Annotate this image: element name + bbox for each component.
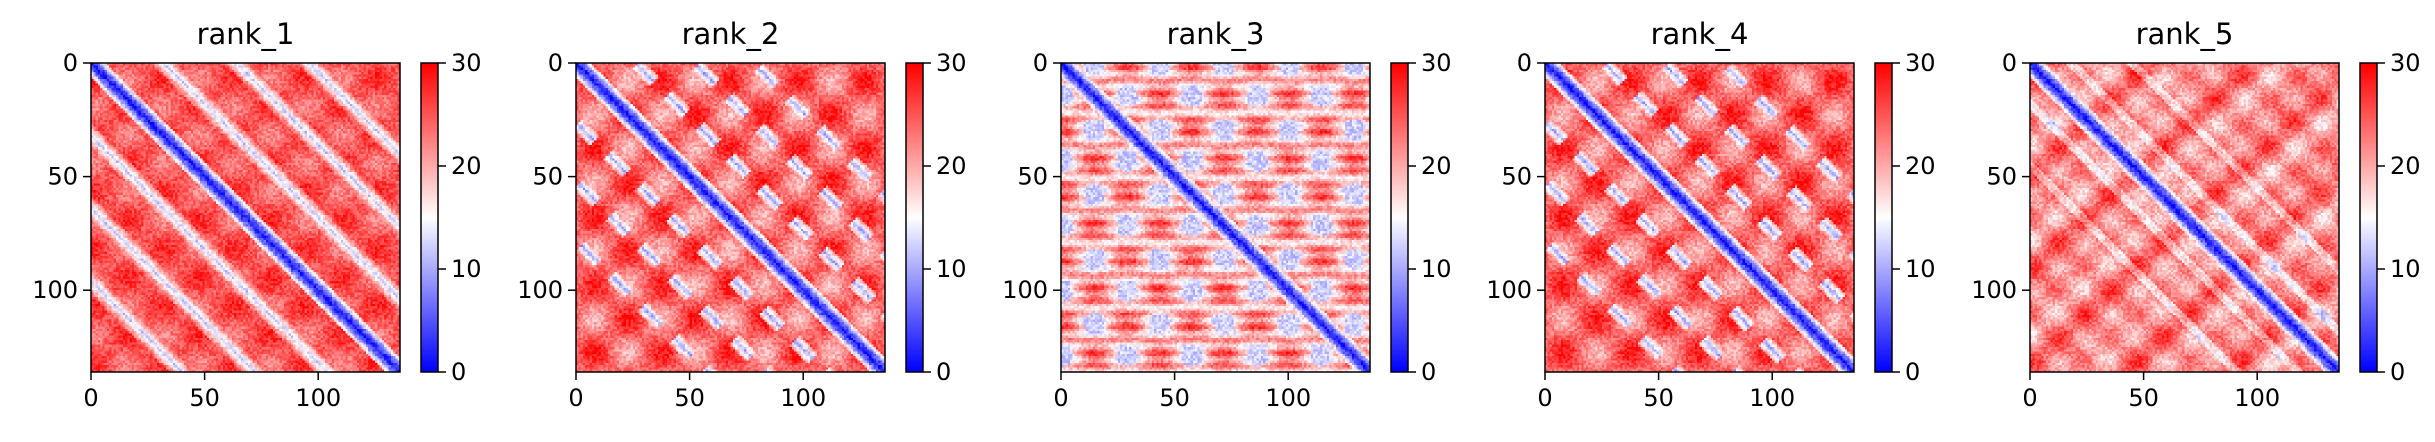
- colorbar-tick-label: 30: [1421, 49, 1452, 77]
- y-tick-label: 100: [1486, 276, 1532, 304]
- colorbar: [906, 63, 923, 372]
- x-tick-label: 100: [1265, 384, 1311, 412]
- plot-frame: [90, 62, 401, 373]
- colorbar-tick-label: 0: [2390, 358, 2405, 386]
- colorbar-tick-label: 20: [936, 152, 967, 180]
- x-tick-label: 0: [1053, 384, 1068, 412]
- colorbar: [1391, 63, 1408, 372]
- x-tick-label: 0: [1537, 384, 1552, 412]
- colorbar-frame: [420, 62, 439, 373]
- heatmap-cells: [576, 63, 885, 372]
- y-tick-label: 100: [1971, 276, 2017, 304]
- heatmap-panel-3: rank_3 0 50 100 0 50 100 0 10 20 30: [1002, 17, 1451, 412]
- colorbar-tick-label: 20: [451, 152, 482, 180]
- y-tick-label: 50: [1501, 163, 1532, 191]
- x-tick-label: 50: [674, 384, 705, 412]
- x-tick-label: 100: [780, 384, 826, 412]
- colorbar-tick-label: 10: [936, 255, 967, 283]
- y-tick-label: 50: [47, 163, 78, 191]
- y-tick-label: 50: [532, 163, 563, 191]
- x-tick-label: 100: [295, 384, 341, 412]
- colorbar-tick-label: 20: [2390, 152, 2421, 180]
- x-tick-label: 100: [2234, 384, 2280, 412]
- colorbar-frame: [1874, 62, 1893, 373]
- heatmap-cells: [91, 63, 400, 372]
- y-tick-label: 100: [32, 276, 78, 304]
- x-tick-label: 0: [2022, 384, 2037, 412]
- colorbar-tick-label: 10: [2390, 255, 2421, 283]
- colorbar-tick-label: 0: [1905, 358, 1920, 386]
- colorbar-tick-label: 10: [1905, 255, 1936, 283]
- colorbar-tick-label: 20: [1421, 152, 1452, 180]
- y-tick-label: 100: [1002, 276, 1048, 304]
- panel-title: rank_2: [682, 17, 780, 51]
- colorbar: [2360, 63, 2377, 372]
- heatmap-cells: [2030, 63, 2339, 372]
- plot-frame: [1544, 62, 1855, 373]
- colorbar-tick-label: 0: [936, 358, 951, 386]
- colorbar-frame: [905, 62, 924, 373]
- y-tick-label: 50: [1017, 163, 1048, 191]
- panel-title: rank_3: [1167, 17, 1265, 51]
- colorbar-tick-label: 30: [1905, 49, 1936, 77]
- colorbar-tick-label: 30: [936, 49, 967, 77]
- panel-title: rank_4: [1651, 17, 1749, 51]
- colorbar-frame: [1390, 62, 1409, 373]
- y-tick-label: 50: [1986, 163, 2017, 191]
- panel-title: rank_5: [2136, 17, 2234, 51]
- colorbar-tick-label: 10: [1421, 255, 1452, 283]
- y-tick-label: 100: [517, 276, 563, 304]
- colorbar-tick-label: 10: [451, 255, 482, 283]
- colorbar-tick-label: 30: [451, 49, 482, 77]
- colorbar-tick-label: 0: [1421, 358, 1436, 386]
- heatmap-panel-5: rank_5 0 50 100 0 50 100 0 10 20 30: [1971, 17, 2420, 412]
- plot-frame: [2029, 62, 2340, 373]
- y-tick-label: 0: [1033, 49, 1048, 77]
- colorbar-frame: [2359, 62, 2378, 373]
- y-tick-label: 0: [548, 49, 563, 77]
- x-tick-label: 0: [568, 384, 583, 412]
- y-tick-label: 0: [1517, 49, 1532, 77]
- heatmap-cells: [1545, 63, 1854, 372]
- x-tick-label: 0: [83, 384, 98, 412]
- colorbar: [1875, 63, 1892, 372]
- heatmap-panel-1: rank_1 0 50 100 0 50 100 0 10 20 30: [32, 17, 481, 412]
- colorbar: [421, 63, 438, 372]
- panel-title: rank_1: [197, 17, 295, 51]
- y-tick-label: 0: [2002, 49, 2017, 77]
- heatmap-cells: [1061, 63, 1370, 372]
- plot-frame: [1060, 62, 1371, 373]
- y-tick-label: 0: [63, 49, 78, 77]
- x-tick-label: 50: [2128, 384, 2159, 412]
- plot-frame: [575, 62, 886, 373]
- x-tick-label: 50: [189, 384, 220, 412]
- colorbar-tick-label: 0: [451, 358, 466, 386]
- colorbar-tick-label: 30: [2390, 49, 2421, 77]
- x-tick-label: 100: [1749, 384, 1795, 412]
- x-tick-label: 50: [1159, 384, 1190, 412]
- colorbar-tick-label: 20: [1905, 152, 1936, 180]
- heatmap-panel-4: rank_4 0 50 100 0 50 100 0 10 20 30: [1486, 17, 1935, 412]
- heatmap-panel-2: rank_2 0 50 100 0 50 100 0 10 20 30: [517, 17, 966, 412]
- x-tick-label: 50: [1643, 384, 1674, 412]
